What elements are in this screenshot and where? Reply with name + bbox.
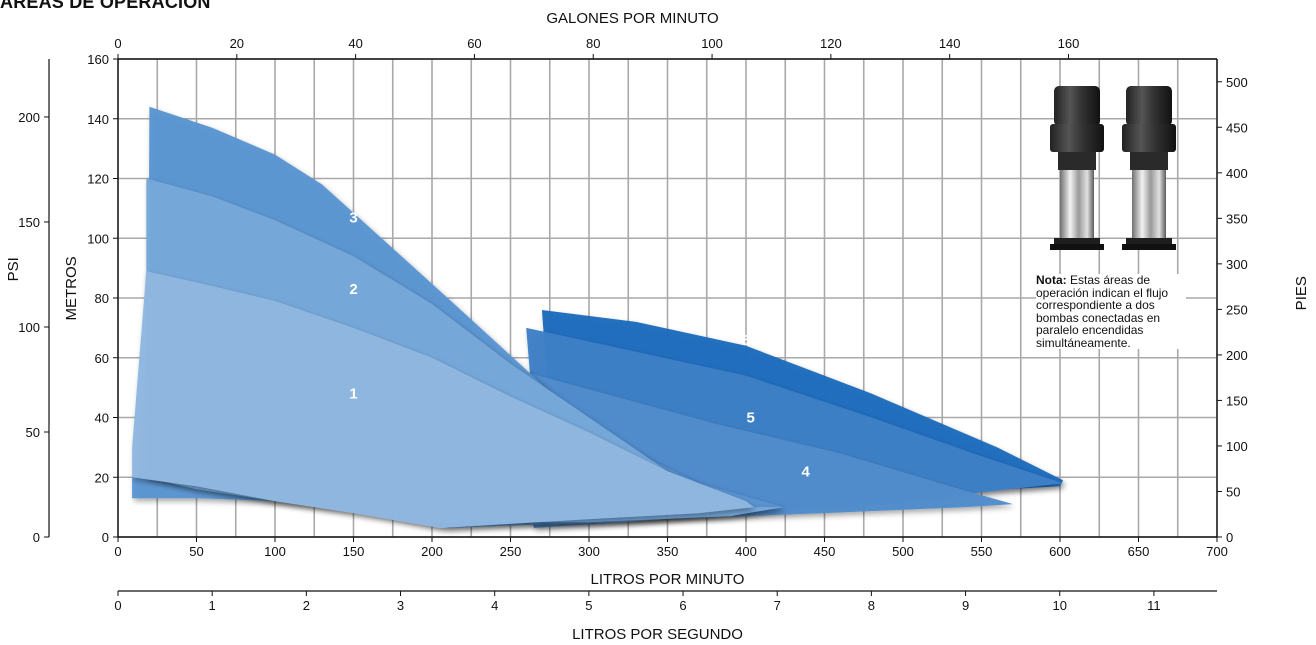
note-text: Estas áreas de operación indican el fluj… <box>1036 273 1169 350</box>
psi-tick-label: 150 <box>18 215 40 230</box>
bottom2-tick-label: 3 <box>397 598 404 613</box>
bottom2-tick-label: 1 <box>209 598 216 613</box>
psi-tick-label: 200 <box>18 110 40 125</box>
left-tick-label: 0 <box>102 530 109 545</box>
left-tick-label: 20 <box>95 470 109 485</box>
top-tick-label: 40 <box>348 36 362 51</box>
right-tick-label: 0 <box>1226 530 1233 545</box>
right-tick-label: 100 <box>1226 439 1248 454</box>
top-tick-label: 80 <box>586 36 600 51</box>
pump-images <box>1050 86 1176 250</box>
psi-tick-label: 0 <box>33 530 40 545</box>
bottom2-tick-label: 0 <box>114 598 121 613</box>
right-tick-label: 400 <box>1226 166 1248 181</box>
pump-foot <box>1050 244 1104 250</box>
area-labels: 3 2 1 6 5 4 <box>349 209 810 480</box>
pump-housing <box>1050 124 1104 152</box>
left-tick-label: 120 <box>87 172 109 187</box>
bottom-tick-label: 0 <box>114 544 121 559</box>
bottom2-tick-label: 2 <box>303 598 310 613</box>
operating-areas <box>132 106 1064 529</box>
bottom-tick-label: 600 <box>1049 544 1071 559</box>
axes: 0 50 100 150 200 250 300 350 400 450 500 550 600 650 7… <box>5 10 1310 643</box>
top-tick-label: 20 <box>230 36 244 51</box>
bottom-tick-label: 200 <box>421 544 443 559</box>
bottom-tick-label: 650 <box>1128 544 1150 559</box>
left-tick-label: 140 <box>87 112 109 127</box>
pump-housing <box>1122 124 1176 152</box>
right-tick-label: 250 <box>1226 302 1248 317</box>
bottom-axis-title: LITROS POR MINUTO <box>591 571 745 588</box>
bottom-tick-label: 300 <box>578 544 600 559</box>
pump-adapter <box>1130 152 1168 170</box>
area-label-4: 4 <box>801 463 810 480</box>
note-label: Nota: <box>1036 273 1067 287</box>
area-label-1: 1 <box>349 386 357 403</box>
left-tick-label: 160 <box>87 52 109 67</box>
bottom-tick-label: 100 <box>264 544 286 559</box>
bottom-tick-label: 700 <box>1206 544 1228 559</box>
left-tick-label: 80 <box>95 291 109 306</box>
area-label-5: 5 <box>747 410 755 427</box>
bottom2-tick-label: 5 <box>585 598 592 613</box>
right-tick-label: 450 <box>1226 120 1248 135</box>
right-tick-label: 500 <box>1226 75 1248 90</box>
bottom2-tick-label: 11 <box>1147 598 1161 613</box>
note-box: Nota: Estas áreas de operación indican e… <box>1036 274 1186 349</box>
area-label-3: 3 <box>349 209 357 226</box>
psi-tick-label: 50 <box>26 425 40 440</box>
pump-foot <box>1122 244 1176 250</box>
right-tick-label: 50 <box>1226 484 1240 499</box>
bottom-tick-label: 500 <box>892 544 914 559</box>
bottom2-tick-label: 6 <box>679 598 686 613</box>
left-tick-label: 40 <box>95 411 109 426</box>
top-tick-label: 60 <box>467 36 481 51</box>
pump-base <box>1054 238 1100 248</box>
pump-image-1 <box>1050 86 1104 250</box>
top-tick-label: 140 <box>939 36 961 51</box>
pump-column <box>1060 170 1094 238</box>
left-tick-label: 60 <box>95 351 109 366</box>
pump-column <box>1132 170 1166 238</box>
bottom-tick-label: 450 <box>814 544 836 559</box>
top-tick-label: 160 <box>1058 36 1080 51</box>
bottom-tick-label: 400 <box>735 544 757 559</box>
bottom-tick-label: 250 <box>500 544 522 559</box>
pump-image-2 <box>1122 86 1176 250</box>
bottom2-tick-label: 4 <box>491 598 498 613</box>
bottom-tick-label: 550 <box>971 544 993 559</box>
right-axis-title: PIES <box>1293 276 1310 310</box>
top-tick-label: 120 <box>820 36 842 51</box>
bottom2-tick-label: 9 <box>962 598 969 613</box>
psi-tick-label: 100 <box>18 320 40 335</box>
area-1 <box>132 271 754 528</box>
left-tick-label: 100 <box>87 231 109 246</box>
top-axis-title: GALONES POR MINUTO <box>546 10 718 27</box>
bottom2-tick-label: 8 <box>868 598 875 613</box>
right-tick-label: 150 <box>1226 393 1248 408</box>
right-tick-label: 300 <box>1226 257 1248 272</box>
top-tick-label: 0 <box>114 36 121 51</box>
area-label-6: 6 <box>742 332 750 349</box>
psi-axis-title: PSI <box>5 257 22 281</box>
bottom-tick-label: 150 <box>343 544 365 559</box>
right-tick-label: 200 <box>1226 348 1248 363</box>
bottom2-tick-label: 7 <box>774 598 781 613</box>
left-axis-title: METROS <box>63 256 80 320</box>
bottom-tick-label: 50 <box>189 544 203 559</box>
pump-adapter <box>1058 152 1096 170</box>
pump-motor <box>1054 86 1100 126</box>
right-tick-label: 350 <box>1226 211 1248 226</box>
bottom2-axis-title: LITROS POR SEGUNDO <box>572 626 743 643</box>
bottom-tick-label: 350 <box>657 544 679 559</box>
top-tick-label: 100 <box>701 36 723 51</box>
bottom2-tick-label: 10 <box>1052 598 1066 613</box>
page-title: ÁREAS DE OPERACIÓN <box>0 0 211 12</box>
pump-motor <box>1126 86 1172 126</box>
area-label-2: 2 <box>349 281 357 298</box>
pump-base <box>1126 238 1172 248</box>
